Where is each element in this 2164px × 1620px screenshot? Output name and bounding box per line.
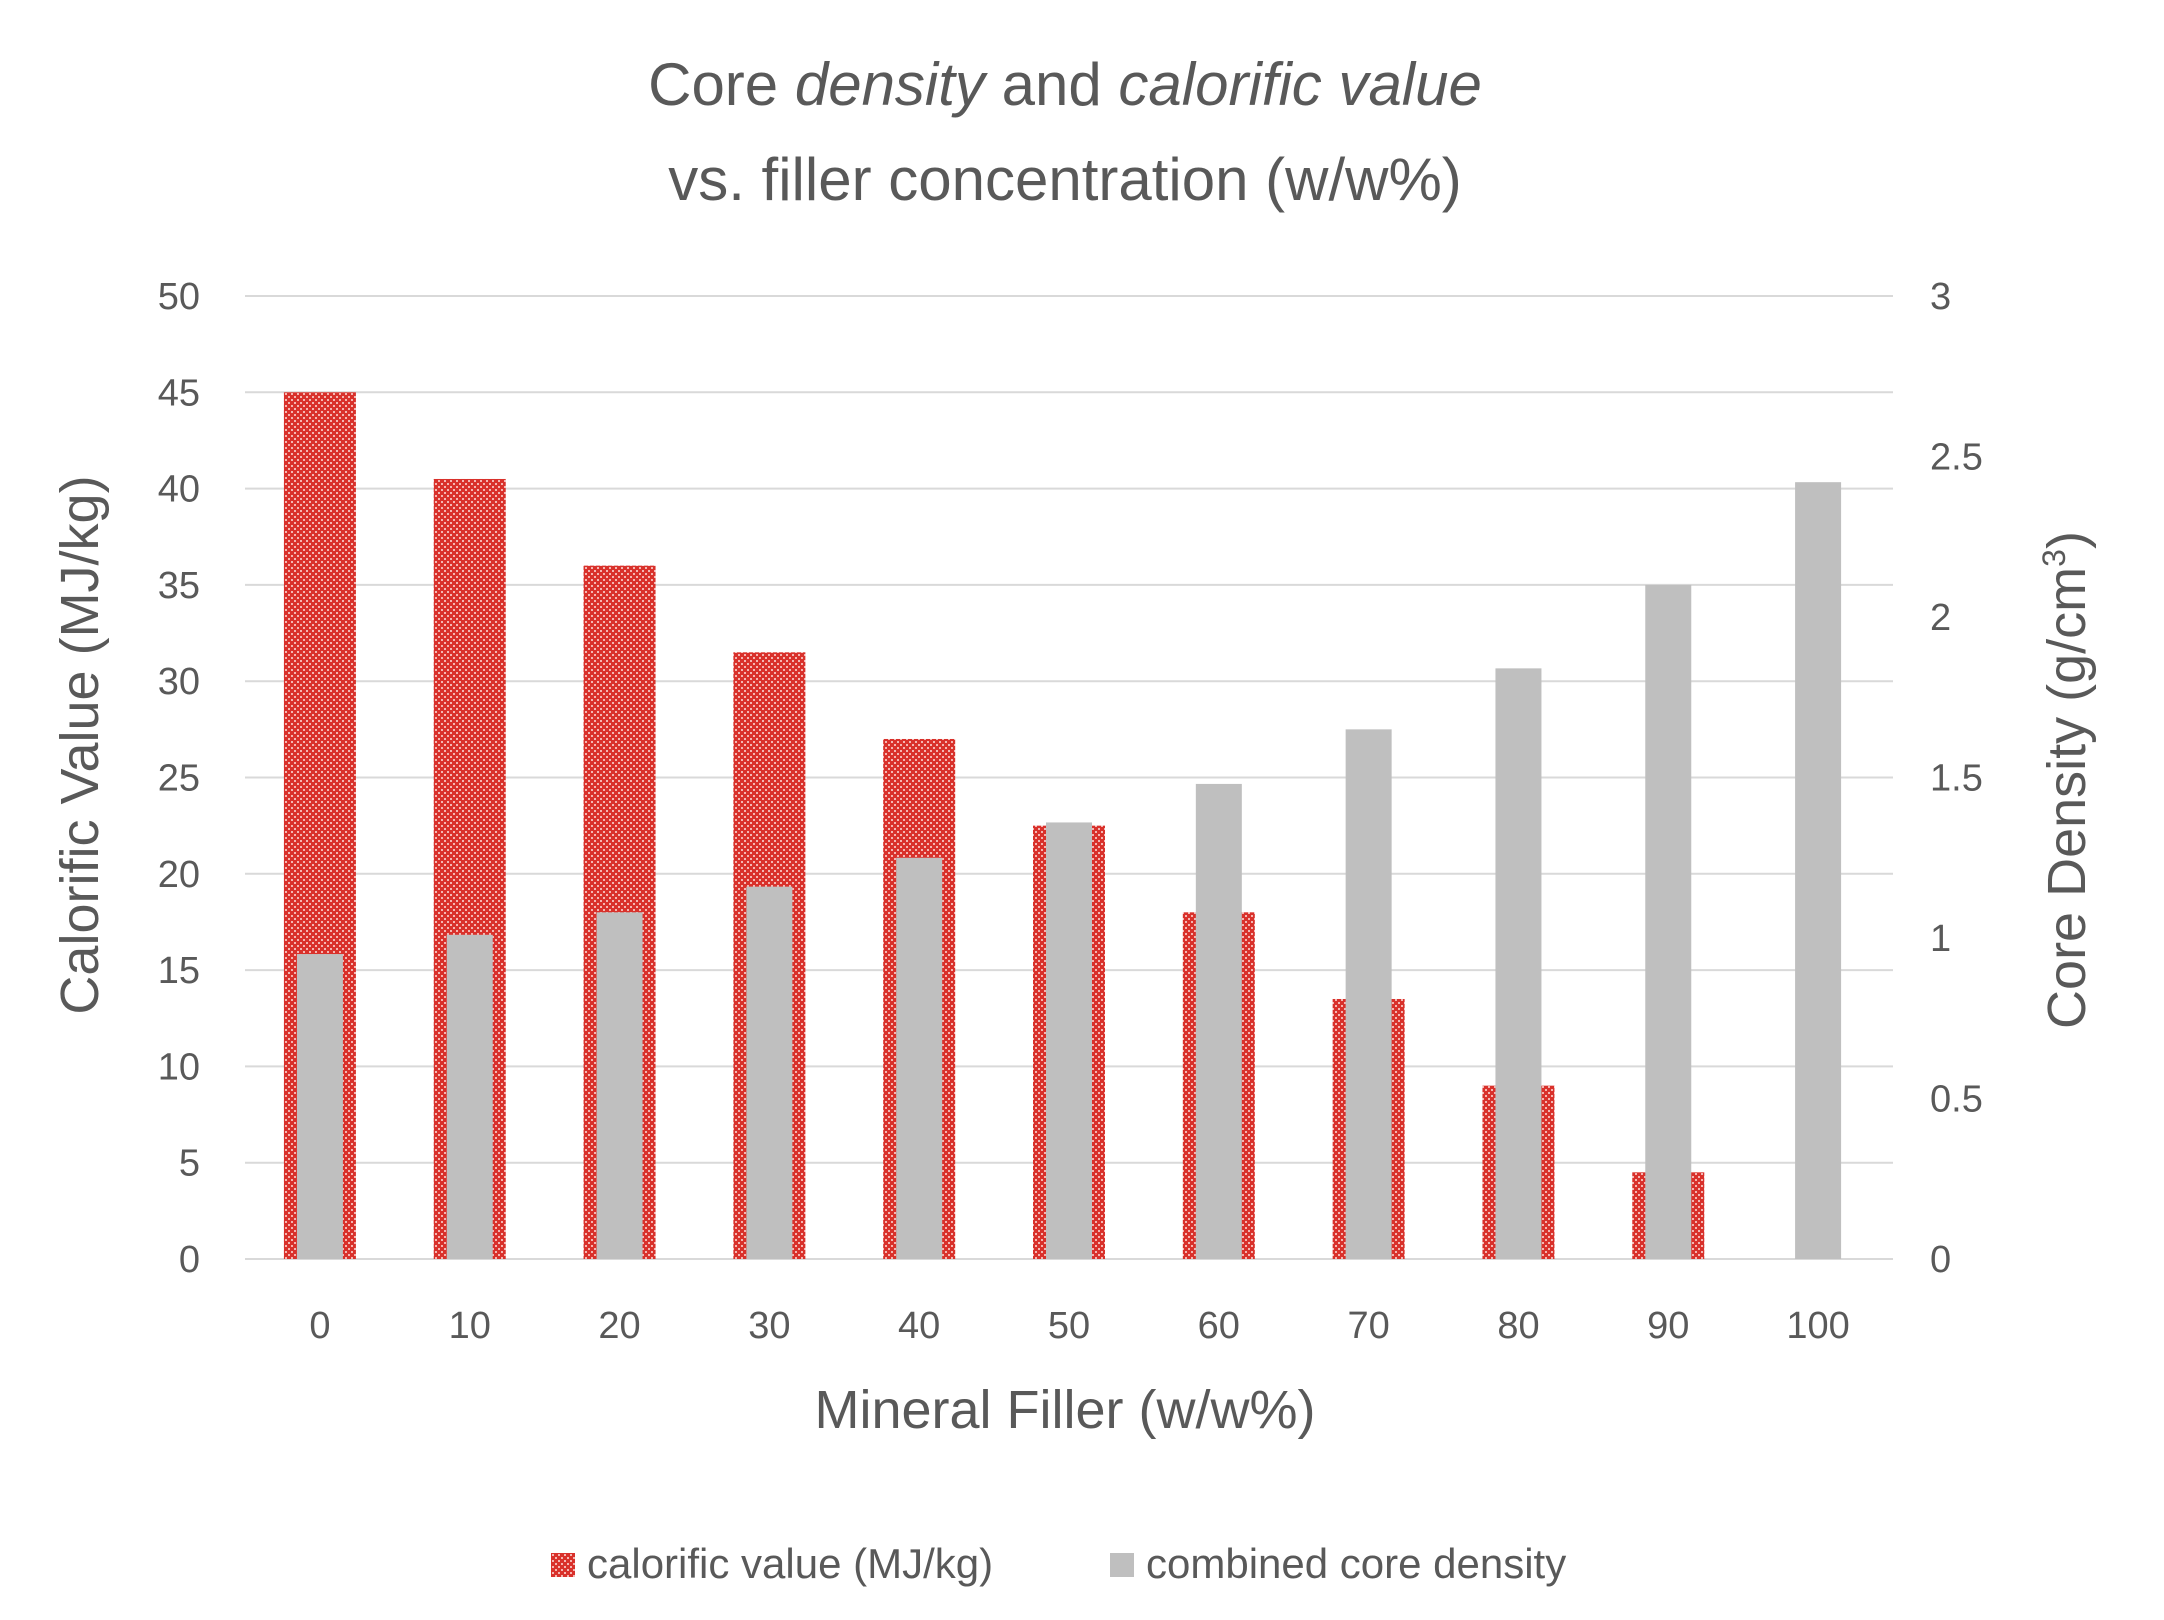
chart-title-part-1: density <box>795 51 989 118</box>
x-tick-label: 90 <box>1647 1305 1689 1347</box>
bar-density-90 <box>1645 584 1692 1259</box>
bar-density-60 <box>1195 783 1242 1259</box>
bar-density-100 <box>1795 482 1842 1259</box>
x-tick-label: 20 <box>598 1305 640 1347</box>
x-tick-label: 100 <box>1786 1305 1849 1347</box>
chart-title-part-0: Core <box>648 51 795 118</box>
y-axis-left-title: Calorific Value (MJ/kg) <box>50 475 110 1014</box>
legend-swatch-calorific <box>551 1553 575 1577</box>
bar-density-0 <box>296 954 343 1259</box>
left-axis-ticks: 0 5 10 15 20 25 30 35 40 45 50 <box>158 276 200 1281</box>
y-axis-right-title: Core Density (g/cm3) <box>2036 531 2097 1029</box>
y-axis-right-title-sup: 3 <box>2036 549 2072 567</box>
bar-density-30 <box>746 886 793 1259</box>
left-tick-label: 10 <box>158 1046 200 1088</box>
left-tick-label: 50 <box>158 276 200 318</box>
right-tick-label: 0.5 <box>1930 1079 1983 1121</box>
bar-density-50 <box>1046 822 1092 1259</box>
x-axis-ticks: 0 10 20 30 40 50 60 70 80 90 100 <box>309 1305 1849 1347</box>
left-tick-label: 45 <box>158 372 200 414</box>
chart-title-line1: Core density and calorific value <box>648 51 1482 118</box>
left-tick-label: 25 <box>158 758 200 800</box>
right-tick-label: 1 <box>1930 918 1951 960</box>
x-tick-label: 10 <box>449 1305 491 1347</box>
x-axis-title: Mineral Filler (w/w%) <box>814 1380 1315 1440</box>
bar-density-70 <box>1345 729 1392 1259</box>
left-tick-label: 40 <box>158 469 200 511</box>
legend: calorific value (MJ/kg) combined core de… <box>551 1540 1566 1587</box>
legend-label-calorific: calorific value (MJ/kg) <box>587 1540 993 1587</box>
x-tick-label: 30 <box>748 1305 790 1347</box>
x-tick-label: 80 <box>1497 1305 1539 1347</box>
bar-density-20 <box>596 912 643 1259</box>
right-tick-label: 3 <box>1930 276 1951 318</box>
right-tick-label: 0 <box>1930 1239 1951 1281</box>
x-tick-label: 50 <box>1048 1305 1090 1347</box>
legend-swatch-density <box>1110 1553 1134 1577</box>
left-tick-label: 15 <box>158 950 200 992</box>
chart-title-part-2: and <box>985 51 1118 118</box>
x-tick-label: 70 <box>1347 1305 1389 1347</box>
bar-density-80 <box>1495 668 1542 1259</box>
bar-density-10 <box>446 934 493 1259</box>
left-tick-label: 5 <box>179 1143 200 1185</box>
y-axis-right-title-base: Core Density (g/cm <box>2037 567 2097 1029</box>
chart-title-part-3: calorific value <box>1118 51 1482 118</box>
left-tick-label: 35 <box>158 565 200 607</box>
left-tick-label: 0 <box>179 1239 200 1281</box>
x-tick-label: 0 <box>309 1305 330 1347</box>
right-tick-label: 1.5 <box>1930 758 1983 800</box>
right-tick-label: 2 <box>1930 597 1951 639</box>
chart-title-line2: vs. filler concentration (w/w%) <box>668 146 1462 213</box>
x-tick-label: 40 <box>898 1305 940 1347</box>
right-tick-label: 2.5 <box>1930 437 1983 479</box>
y-axis-right-title-close: ) <box>2037 531 2097 549</box>
bars <box>283 392 1842 1260</box>
x-tick-label: 60 <box>1198 1305 1240 1347</box>
right-axis-ticks: 0 0.5 1 1.5 2 2.5 3 <box>1930 276 1983 1281</box>
left-tick-label: 20 <box>158 854 200 896</box>
legend-label-density: combined core density <box>1146 1540 1566 1587</box>
bar-density-40 <box>896 857 943 1259</box>
left-tick-label: 30 <box>158 661 200 703</box>
